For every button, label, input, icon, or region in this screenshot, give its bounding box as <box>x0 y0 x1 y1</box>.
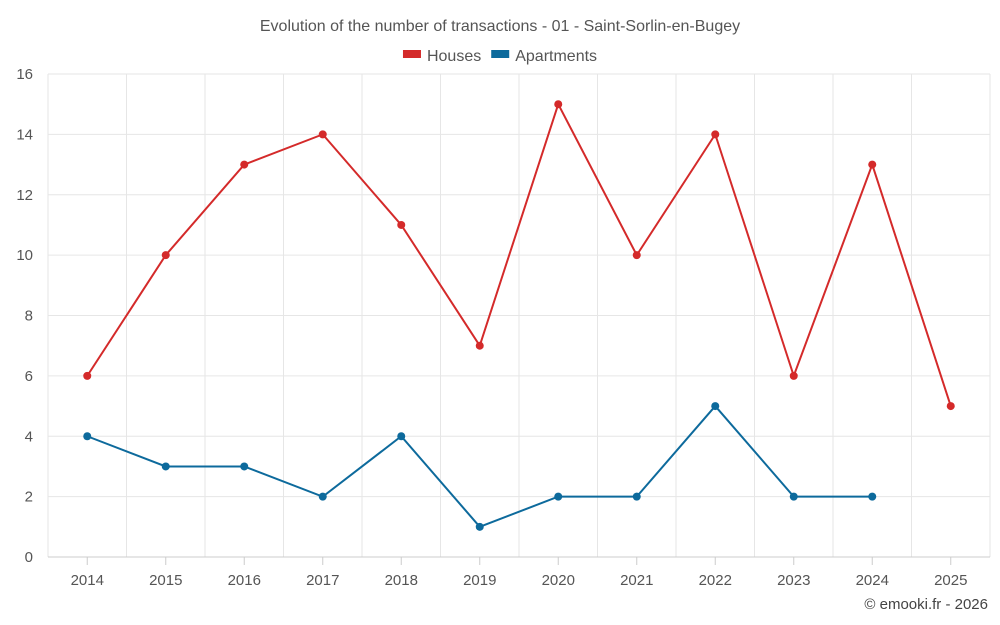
apartments-point[interactable] <box>161 462 170 471</box>
y-tick-label: 16 <box>16 66 33 83</box>
apartments-point[interactable] <box>318 492 327 501</box>
legend-item-apartments[interactable]: Apartments <box>491 48 597 65</box>
y-tick-label: 12 <box>16 187 33 204</box>
x-tick-label: 2017 <box>306 572 339 589</box>
houses-point[interactable] <box>946 402 955 411</box>
legend-label: Houses <box>427 48 481 65</box>
legend-item-houses[interactable]: Houses <box>402 48 481 65</box>
apartments-point[interactable] <box>397 432 406 441</box>
legend-swatch <box>402 50 421 58</box>
x-tick-label: 2015 <box>149 572 182 589</box>
x-tick-label: 2023 <box>777 572 810 589</box>
y-tick-label: 2 <box>25 489 33 506</box>
houses-point[interactable] <box>789 371 798 380</box>
x-tick-label: 2022 <box>699 572 732 589</box>
houses-point[interactable] <box>475 341 484 350</box>
gridlines <box>47 73 991 557</box>
x-tick-label: 2014 <box>71 572 104 589</box>
y-tick-label: 6 <box>25 368 33 385</box>
x-tick-label: 2024 <box>856 572 889 589</box>
chart-title: Evolution of the number of transactions … <box>260 18 740 35</box>
apartments-point[interactable] <box>632 492 641 501</box>
apartments-point[interactable] <box>868 492 877 501</box>
houses-point[interactable] <box>397 220 406 229</box>
houses-point[interactable] <box>240 160 249 169</box>
y-tick-label: 4 <box>25 428 33 445</box>
y-tick-label: 0 <box>25 549 33 566</box>
houses-line <box>86 101 952 407</box>
series-houses <box>83 100 955 411</box>
apartments-point[interactable] <box>240 462 249 471</box>
x-tick-label: 2021 <box>620 572 653 589</box>
y-tick-label: 14 <box>16 126 33 143</box>
y-tick-label: 8 <box>25 308 33 325</box>
credit-text: © emooki.fr - 2026 <box>864 596 988 613</box>
houses-point[interactable] <box>632 251 641 260</box>
apartments-point[interactable] <box>789 492 798 501</box>
houses-point[interactable] <box>318 130 327 139</box>
x-tick-label: 2018 <box>385 572 418 589</box>
series-apartments <box>83 402 877 531</box>
apartments-point[interactable] <box>711 402 720 411</box>
axes: 0 2 4 6 8 10 12 14 16 2014 2015 2016 2017 2018 2019 202… <box>16 66 990 589</box>
x-tick-label: 2016 <box>228 572 261 589</box>
apartments-point[interactable] <box>554 492 563 501</box>
x-tick-label: 2020 <box>542 572 575 589</box>
houses-point[interactable] <box>711 130 720 139</box>
apartments-point[interactable] <box>83 432 92 441</box>
legend-label: Apartments <box>515 48 597 65</box>
legend-swatch <box>491 50 510 58</box>
houses-point[interactable] <box>554 100 563 109</box>
houses-point[interactable] <box>83 371 92 380</box>
apartments-point[interactable] <box>475 522 484 531</box>
y-tick-label: 10 <box>16 247 33 264</box>
series-layer <box>83 100 955 531</box>
x-tick-label: 2025 <box>934 572 967 589</box>
x-tick-label: 2019 <box>463 572 496 589</box>
houses-point[interactable] <box>161 251 170 260</box>
legend[interactable]: Houses Apartments <box>402 48 597 65</box>
houses-point[interactable] <box>868 160 877 169</box>
